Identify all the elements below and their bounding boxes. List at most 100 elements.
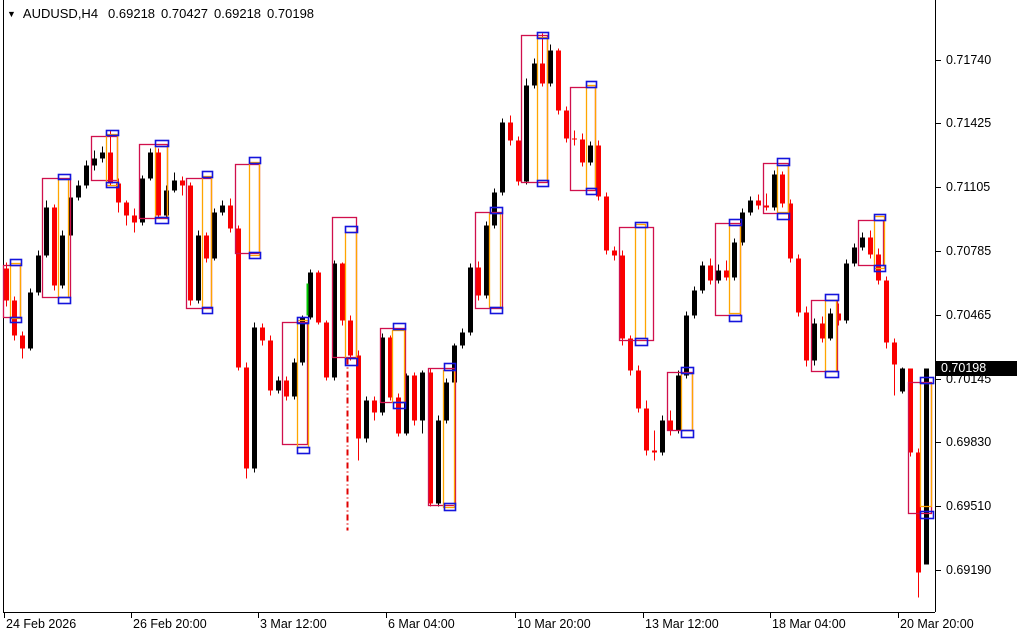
candle-body bbox=[724, 270, 729, 278]
candle-body bbox=[772, 174, 777, 208]
time-axis-label: 26 Feb 20:00 bbox=[133, 617, 207, 631]
candle-body bbox=[44, 207, 49, 256]
candle-body bbox=[260, 327, 265, 341]
candle-body bbox=[212, 212, 217, 259]
close-value: 0.70198 bbox=[267, 6, 315, 21]
zone-entry-tab bbox=[919, 376, 935, 385]
zone-outer-box bbox=[427, 367, 457, 507]
candle-body bbox=[372, 400, 377, 413]
symbol-dropdown-icon[interactable]: ▼ bbox=[7, 8, 16, 19]
price-axis-label: 0.70465 bbox=[946, 307, 992, 322]
price-axis-tick bbox=[936, 570, 941, 571]
zone-entry-tab bbox=[536, 179, 550, 188]
zone-inner-box bbox=[634, 223, 647, 340]
candle-body bbox=[756, 200, 761, 206]
zone-entry-tab bbox=[443, 502, 457, 512]
candle-body bbox=[164, 190, 169, 216]
candle-body bbox=[124, 202, 129, 216]
candle-body bbox=[588, 145, 593, 163]
zone-entry-tab bbox=[296, 446, 311, 455]
candle-body bbox=[276, 380, 281, 391]
candle-body bbox=[556, 50, 561, 111]
zone-entry-tab bbox=[201, 170, 214, 179]
time-axis-tick bbox=[898, 613, 899, 618]
candle-body bbox=[500, 122, 505, 193]
price-axis-tick bbox=[936, 123, 941, 124]
time-axis-tick bbox=[4, 613, 5, 618]
zone-entry-tab bbox=[489, 206, 504, 215]
candle-body bbox=[412, 375, 417, 421]
candle-body bbox=[28, 292, 33, 349]
zone-entry-tab bbox=[9, 258, 23, 267]
candle-body bbox=[580, 139, 585, 163]
candle-body bbox=[892, 342, 897, 365]
candle-body bbox=[740, 212, 745, 243]
zone-entry-tab bbox=[824, 293, 840, 302]
candle-body bbox=[900, 368, 905, 392]
time-axis-label: 18 Mar 04:00 bbox=[772, 617, 846, 631]
zone-entry-tab bbox=[728, 218, 743, 227]
candle-body bbox=[300, 317, 305, 363]
candle-body bbox=[60, 235, 65, 286]
zone-outer-box bbox=[857, 219, 885, 267]
time-axis-label: 20 Mar 20:00 bbox=[900, 617, 974, 631]
time-axis-tick bbox=[770, 613, 771, 618]
candle-body bbox=[468, 267, 473, 333]
candle-body bbox=[532, 63, 537, 86]
zone-entry-tab bbox=[201, 306, 214, 315]
candle-body bbox=[220, 205, 225, 213]
zone-outer-box bbox=[41, 177, 72, 299]
candle-body bbox=[380, 337, 385, 413]
candle-body bbox=[524, 85, 529, 182]
zone-entry-tab bbox=[776, 212, 791, 221]
candle-body bbox=[644, 408, 649, 451]
price-axis-label: 0.69830 bbox=[946, 434, 992, 449]
candle-body bbox=[76, 185, 81, 198]
candle-body bbox=[36, 255, 41, 293]
candle-body bbox=[236, 228, 241, 368]
candle-body bbox=[716, 270, 721, 281]
candle-body bbox=[188, 185, 193, 301]
time-axis-tick bbox=[258, 613, 259, 618]
candle-body bbox=[284, 380, 289, 397]
zone-entry-tab bbox=[392, 322, 407, 331]
candle-body bbox=[652, 450, 657, 453]
candle-body bbox=[628, 338, 633, 371]
current-price-tag: 0.70198 bbox=[936, 360, 1017, 376]
zone-entry-tab bbox=[248, 156, 262, 165]
candle-body bbox=[548, 50, 553, 84]
zone-entry-tab bbox=[296, 316, 310, 325]
price-axis-tick bbox=[936, 379, 941, 380]
zone-inner-box bbox=[248, 161, 261, 257]
zone-entry-tab bbox=[585, 80, 598, 89]
zone-inner-box bbox=[9, 262, 22, 320]
candle-body bbox=[700, 265, 705, 291]
price-axis-tick bbox=[936, 60, 941, 61]
zone-entry-tab bbox=[634, 337, 649, 347]
candle-body bbox=[404, 375, 409, 434]
candle-body bbox=[308, 272, 313, 318]
candle-body bbox=[684, 315, 689, 376]
candle-body bbox=[20, 335, 25, 349]
candle-body bbox=[764, 205, 769, 208]
candle-body bbox=[348, 320, 353, 356]
zone-entry-tab bbox=[154, 216, 170, 225]
candle-body bbox=[780, 174, 785, 204]
candle-body bbox=[132, 215, 137, 223]
zone-entry-tab bbox=[489, 306, 504, 315]
zone-entry-tab bbox=[392, 401, 407, 410]
candle-body bbox=[428, 372, 433, 504]
candle-body bbox=[804, 312, 809, 361]
time-axis-label: 6 Mar 04:00 bbox=[388, 617, 455, 631]
zone-entry-tab bbox=[344, 357, 359, 367]
zone-entry-tab bbox=[57, 296, 72, 305]
candle-body bbox=[596, 145, 601, 197]
candle-body bbox=[916, 452, 921, 573]
candle-body bbox=[788, 203, 793, 259]
price-axis-tick bbox=[936, 251, 941, 252]
candle-body bbox=[4, 268, 9, 301]
candle-body bbox=[52, 207, 57, 286]
candle-body bbox=[340, 263, 345, 321]
price-axis-label: 0.69510 bbox=[946, 498, 992, 513]
